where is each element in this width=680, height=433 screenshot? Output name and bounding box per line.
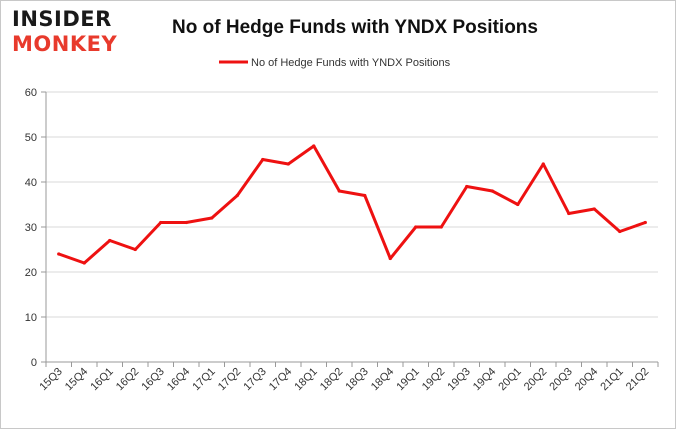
y-tick-label: 10 [25,312,37,324]
logo-line-2: MONKEY [12,32,118,56]
data-point [465,184,469,189]
y-tick-label: 40 [25,177,37,189]
y-tick-label: 0 [31,357,37,369]
x-tick-label: 17Q2 [216,366,244,394]
x-axis-ticks: 15Q315Q416Q116Q216Q316Q417Q117Q217Q317Q4… [37,362,659,394]
x-tick-label: 15Q3 [37,366,65,394]
y-tick-label: 20 [25,267,37,279]
data-point [337,189,341,193]
x-tick-label: 19Q1 [394,366,422,394]
x-tick-label: 16Q3 [139,366,167,394]
data-point [159,220,163,225]
data-point [439,225,443,229]
x-tick-label: 20Q2 [522,366,550,394]
x-tick-label: 16Q1 [88,366,116,394]
data-point [592,207,596,211]
y-tick-label: 50 [25,132,37,144]
data-point [363,193,367,198]
data-point [235,193,239,198]
x-tick-label: 20Q4 [573,366,601,394]
x-tick-label: 20Q3 [547,366,575,394]
data-point [312,144,316,148]
data-point [133,247,137,252]
legend-label: No of Hedge Funds with YNDX Positions [251,57,451,69]
x-tick-label: 20Q1 [496,366,524,394]
gridlines [45,91,658,363]
x-tick-label: 18Q1 [292,366,320,394]
x-tick-label: 19Q2 [420,366,448,394]
logo-line-1: INSIDER [12,7,112,31]
y-axis-ticks: 0 10 20 30 40 50 60 [25,87,46,369]
data-point [643,220,647,225]
insider-monkey-logo: INSIDER MONKEY [12,8,130,58]
x-tick-label: 19Q4 [471,366,499,394]
x-tick-label: 19Q3 [445,366,473,394]
y-tick-label: 30 [25,222,37,234]
x-tick-label: 18Q3 [343,366,371,394]
data-point [184,220,188,225]
x-tick-label: 21Q1 [598,366,626,394]
x-tick-label: 16Q4 [165,366,193,394]
x-tick-label: 17Q4 [267,366,295,394]
data-point [516,202,520,207]
series-line [57,144,647,265]
data-point [388,256,392,261]
data-point [210,216,214,220]
data-point [286,162,290,166]
chart-title: No of Hedge Funds with YNDX Positions [172,17,538,38]
x-tick-label: 17Q3 [241,366,269,394]
data-point [618,229,622,234]
data-point [414,225,418,229]
data-point [82,261,86,265]
x-tick-label: 18Q4 [369,366,397,394]
x-tick-label: 16Q2 [114,366,142,394]
data-point [490,189,494,193]
x-tick-label: 21Q2 [624,366,652,394]
x-tick-label: 15Q4 [63,366,91,394]
data-point [108,238,112,243]
data-point [567,211,571,216]
data-point [57,252,61,256]
data-point [541,162,545,166]
x-tick-label: 17Q1 [190,366,218,394]
y-tick-label: 60 [25,87,37,99]
legend: No of Hedge Funds with YNDX Positions [219,57,451,69]
series-layer [57,144,647,265]
x-tick-label: 18Q2 [318,366,346,394]
data-point [261,157,265,162]
